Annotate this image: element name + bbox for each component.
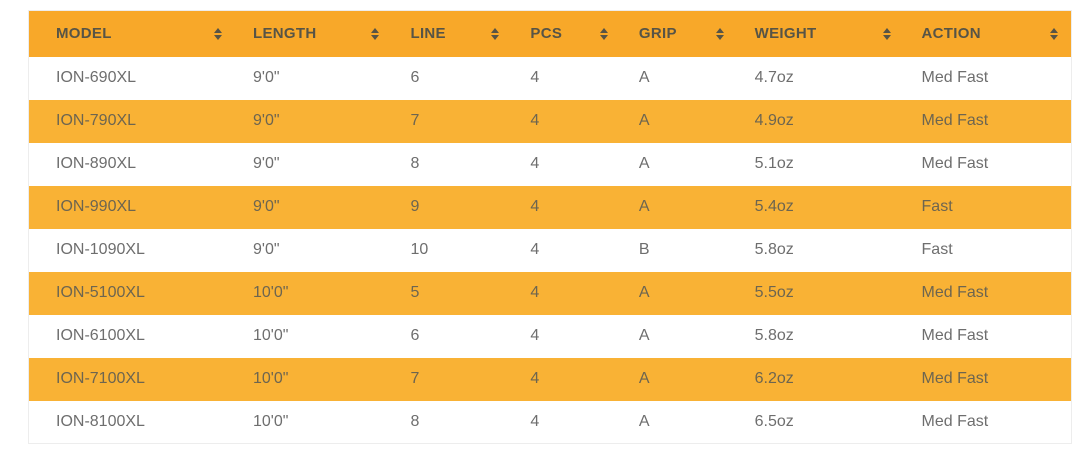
sort-both-icon (882, 27, 891, 40)
sort-both-icon (599, 27, 608, 40)
cell-pcs: 4 (530, 241, 540, 258)
cell-length: 10'0" (253, 327, 289, 344)
cell-pcs: 4 (530, 198, 540, 215)
cell-length: 9'0" (253, 112, 280, 129)
table-header-row: MODEL LENGTH LINE (28, 10, 1072, 57)
cell-pcs: 4 (530, 284, 540, 301)
column-header-label: LENGTH (253, 25, 317, 43)
column-header-model[interactable]: MODEL (29, 11, 236, 57)
column-header-line[interactable]: LINE (392, 11, 512, 57)
cell-action: Fast (921, 241, 953, 258)
table-row: ION-1090XL 9'0" 10 4 B 5.8oz Fast (28, 228, 1072, 272)
cell-pcs: 4 (530, 112, 540, 129)
sort-both-icon (491, 27, 500, 40)
table-row: ION-790XL 9'0" 7 4 A 4.9oz Med Fast (28, 99, 1072, 143)
cell-line: 7 (410, 370, 420, 387)
table-row: ION-690XL 9'0" 6 4 A 4.7oz Med Fast (28, 56, 1072, 100)
cell-grip: B (638, 241, 650, 258)
cell-weight: 5.4oz (754, 198, 794, 215)
cell-line: 7 (410, 112, 420, 129)
cell-weight: 5.8oz (754, 327, 794, 344)
cell-line: 8 (410, 412, 420, 430)
column-header-weight[interactable]: WEIGHT (737, 11, 904, 57)
column-header-label: PCS (530, 25, 563, 43)
cell-pcs: 4 (530, 412, 540, 430)
sort-both-icon (214, 27, 222, 40)
cell-length: 9'0" (253, 241, 280, 258)
cell-line: 6 (410, 327, 420, 344)
cell-model: ION-990XL (56, 198, 137, 215)
cell-length: 9'0" (253, 155, 280, 172)
sort-both-icon (371, 27, 380, 40)
cell-weight: 6.2oz (754, 370, 794, 387)
cell-grip: A (638, 155, 650, 172)
cell-model: ION-1090XL (56, 241, 145, 258)
cell-weight: 5.1oz (754, 155, 794, 172)
cell-grip: A (638, 112, 650, 129)
cell-weight: 4.7oz (754, 69, 794, 86)
cell-action: Fast (921, 198, 953, 215)
cell-length: 10'0" (253, 370, 289, 387)
cell-action: Med Fast (921, 112, 989, 129)
cell-line: 10 (410, 241, 429, 258)
column-header-label: WEIGHT (754, 25, 817, 43)
cell-model: ION-5100XL (56, 284, 145, 301)
cell-grip: A (638, 370, 650, 387)
cell-pcs: 4 (530, 155, 540, 172)
table-row: ION-7100XL 10'0" 7 4 A 6.2oz Med Fast (28, 357, 1072, 401)
column-header-length[interactable]: LENGTH (235, 11, 392, 57)
cell-action: Med Fast (921, 370, 989, 387)
cell-line: 8 (410, 155, 420, 172)
column-header-grip[interactable]: GRIP (621, 11, 737, 57)
cell-length: 9'0" (253, 198, 280, 215)
cell-line: 5 (410, 284, 420, 301)
cell-weight: 5.5oz (754, 284, 794, 301)
table-row: ION-990XL 9'0" 9 4 A 5.4oz Fast (28, 185, 1072, 229)
rod-specs-table: MODEL LENGTH LINE (28, 10, 1072, 444)
column-header-action[interactable]: ACTION (904, 11, 1072, 57)
column-header-label: ACTION (921, 25, 981, 43)
cell-action: Med Fast (921, 284, 989, 301)
cell-grip: A (638, 69, 650, 86)
cell-length: 9'0" (253, 69, 280, 86)
table-row: ION-6100XL 10'0" 6 4 A 5.8oz Med Fast (28, 314, 1072, 358)
cell-model: ION-890XL (56, 155, 137, 172)
cell-pcs: 4 (530, 69, 540, 86)
sort-both-icon (715, 27, 724, 40)
cell-model: ION-690XL (56, 69, 137, 86)
cell-length: 10'0" (253, 412, 289, 430)
cell-line: 6 (410, 69, 420, 86)
cell-grip: A (638, 198, 650, 215)
cell-pcs: 4 (530, 327, 540, 344)
cell-grip: A (638, 412, 650, 430)
cell-model: ION-8100XL (56, 412, 145, 430)
sort-both-icon (1050, 27, 1058, 40)
cell-model: ION-790XL (56, 112, 137, 129)
cell-weight: 5.8oz (754, 241, 794, 258)
cell-action: Med Fast (921, 155, 989, 172)
cell-line: 9 (410, 198, 420, 215)
cell-weight: 4.9oz (754, 112, 794, 129)
cell-weight: 6.5oz (754, 412, 794, 430)
cell-action: Med Fast (921, 327, 989, 344)
table-row: ION-8100XL 10'0" 8 4 A 6.5oz Med Fast (28, 400, 1072, 444)
cell-length: 10'0" (253, 284, 289, 301)
column-header-label: GRIP (638, 25, 677, 43)
cell-action: Med Fast (921, 412, 989, 430)
cell-action: Med Fast (921, 69, 989, 86)
cell-pcs: 4 (530, 370, 540, 387)
table-row: ION-5100XL 10'0" 5 4 A 5.5oz Med Fast (28, 271, 1072, 315)
column-header-label: LINE (410, 25, 446, 43)
column-header-label: MODEL (56, 25, 112, 43)
cell-model: ION-7100XL (56, 370, 145, 387)
column-header-pcs[interactable]: PCS (512, 11, 620, 57)
cell-grip: A (638, 327, 650, 344)
table-row: ION-890XL 9'0" 8 4 A 5.1oz Med Fast (28, 142, 1072, 186)
cell-grip: A (638, 284, 650, 301)
cell-model: ION-6100XL (56, 327, 145, 344)
